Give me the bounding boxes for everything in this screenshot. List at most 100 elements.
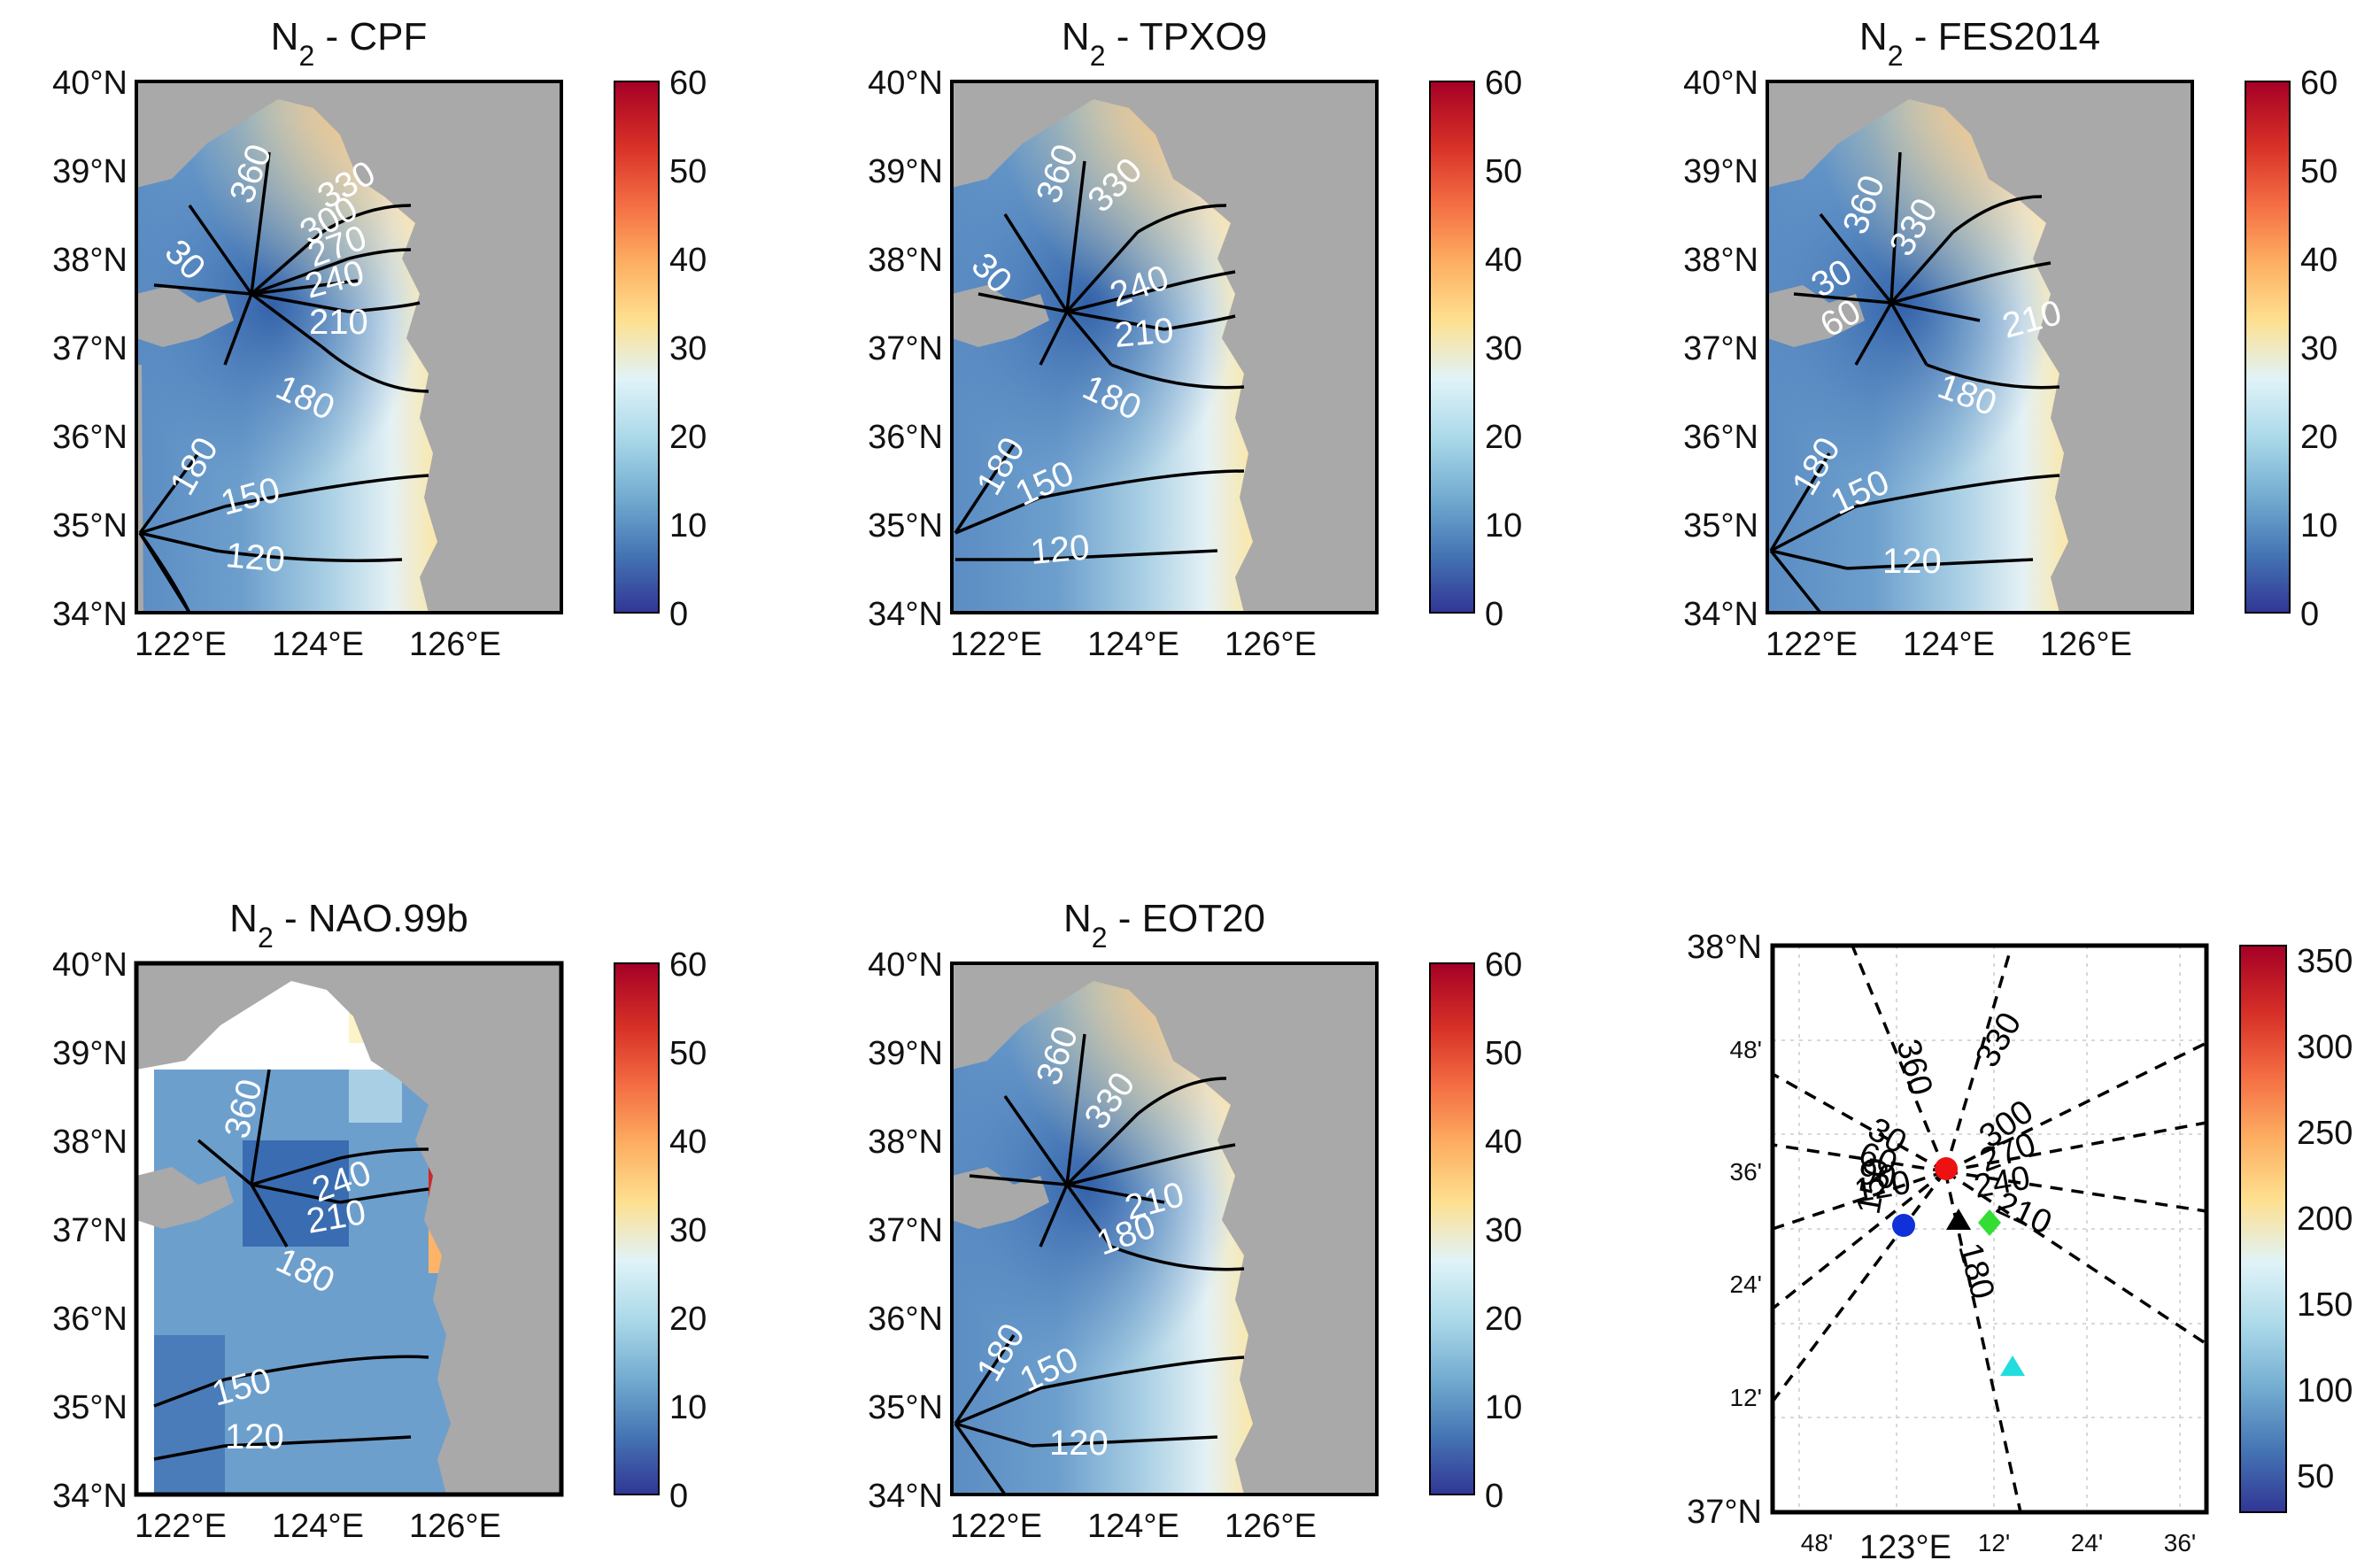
svg-text:126°E: 126°E: [2040, 626, 2132, 663]
lon-axis: 122°E 124°E 126°E: [1766, 626, 2132, 663]
svg-text:126°E: 126°E: [1225, 1508, 1317, 1545]
svg-text:50: 50: [1485, 153, 1522, 190]
land-area: [1767, 81, 2192, 613]
marker-black-triangle: [1946, 1209, 1971, 1230]
svg-text:40: 40: [2300, 242, 2338, 279]
station-markers: [1892, 1157, 2025, 1376]
svg-text:48': 48': [1801, 1529, 1834, 1556]
panel-nao99b: N2 - NAO.99b 360 240 210 180 150: [52, 897, 707, 1545]
panel-tpxo9: N2 - TPXO9 360 330 30 240 210 180 180 15…: [868, 15, 1522, 663]
svg-text:20: 20: [669, 1301, 707, 1338]
svg-text:24': 24': [1730, 1271, 1763, 1298]
panel-title: N2 - EOT20: [1063, 897, 1265, 954]
map-frame: [135, 80, 563, 614]
map-frame: [1766, 80, 2194, 614]
colorbar: 60 50 40 30 20 10 0: [1429, 65, 1522, 633]
lon-axis: 122°E 124°E 126°E: [135, 626, 501, 663]
svg-text:30: 30: [2300, 330, 2338, 367]
svg-text:40°N: 40°N: [52, 65, 128, 102]
svg-text:40°N: 40°N: [868, 946, 943, 984]
svg-text:124°E: 124°E: [272, 1508, 364, 1545]
svg-text:124°E: 124°E: [1087, 626, 1179, 663]
svg-text:37°N: 37°N: [52, 1212, 128, 1249]
lon-axis: 48' 123°E 12' 24' 36': [1801, 1529, 2197, 1566]
svg-text:124°E: 124°E: [272, 626, 364, 663]
svg-text:36': 36': [1730, 1158, 1763, 1186]
svg-text:24': 24': [2071, 1529, 2104, 1556]
svg-text:0: 0: [2300, 596, 2319, 633]
svg-text:0: 0: [669, 596, 688, 633]
svg-text:210: 210: [1113, 311, 1175, 355]
contour-lines: [954, 1033, 1245, 1496]
lat-axis: 38°N 48' 36' 24' 12' 37°N: [1687, 929, 1762, 1531]
map-frame: [1770, 943, 2209, 1515]
svg-text:38°N: 38°N: [52, 242, 128, 279]
svg-text:34°N: 34°N: [52, 1478, 128, 1515]
svg-text:60: 60: [2300, 65, 2338, 102]
colorbar: 60 50 40 30 20 10 0: [614, 65, 707, 633]
svg-text:120: 120: [225, 1417, 284, 1456]
svg-text:10: 10: [1485, 1389, 1522, 1426]
svg-text:122°E: 122°E: [1766, 626, 1858, 663]
contour-lines: [954, 160, 1245, 561]
contour-lines: [1771, 945, 2207, 1513]
lon-axis: 122°E 124°E 126°E: [950, 626, 1317, 663]
svg-text:34°N: 34°N: [868, 596, 943, 633]
svg-text:39°N: 39°N: [52, 1035, 128, 1072]
svg-text:126°E: 126°E: [1225, 626, 1317, 663]
svg-text:12': 12': [1978, 1529, 2011, 1556]
map-frame: [134, 961, 564, 1497]
map-frame: [950, 80, 1379, 614]
svg-text:50: 50: [2300, 153, 2338, 190]
svg-text:36°N: 36°N: [868, 1301, 943, 1338]
svg-text:37°N: 37°N: [868, 1212, 943, 1249]
marker-cyan-triangle: [2000, 1356, 2025, 1376]
panel-title: N2 - CPF: [271, 15, 428, 72]
svg-text:37°N: 37°N: [868, 330, 943, 367]
svg-text:124°E: 124°E: [1087, 1508, 1179, 1545]
panel-title: N2 - TPXO9: [1062, 15, 1267, 72]
svg-text:350: 350: [2297, 943, 2353, 980]
svg-text:37°N: 37°N: [1687, 1494, 1762, 1531]
svg-text:50: 50: [1485, 1035, 1522, 1072]
lon-axis: 122°E 124°E 126°E: [950, 1508, 1317, 1545]
svg-text:38°N: 38°N: [1687, 929, 1762, 966]
svg-text:34°N: 34°N: [52, 596, 128, 633]
lon-axis: 122°E 124°E 126°E: [135, 1508, 501, 1545]
svg-text:35°N: 35°N: [1683, 507, 1758, 545]
svg-text:35°N: 35°N: [52, 1389, 128, 1426]
svg-text:40: 40: [669, 242, 707, 279]
panel-fes2014: N2 - FES2014 360 330 30 60 210 180 180 1…: [1683, 15, 2338, 663]
colorbar: 60 50 40 30 20 10 0: [2245, 65, 2338, 633]
svg-text:39°N: 39°N: [868, 1035, 943, 1072]
contour-lines: [1769, 151, 2060, 614]
land-area: [136, 81, 561, 613]
colorbar: 60 50 40 30 20 10 0: [614, 946, 707, 1515]
svg-text:37°N: 37°N: [1683, 330, 1758, 367]
svg-text:38°N: 38°N: [1683, 242, 1758, 279]
svg-text:0: 0: [1485, 596, 1503, 633]
svg-text:150: 150: [2297, 1286, 2353, 1324]
land-area: [136, 963, 561, 1495]
contour-lines: [153, 1069, 429, 1461]
svg-text:124°E: 124°E: [1903, 626, 1995, 663]
colorbar: 60 50 40 30 20 10 0: [1429, 946, 1522, 1515]
svg-text:10: 10: [1485, 507, 1522, 545]
svg-text:38°N: 38°N: [868, 242, 943, 279]
svg-text:30: 30: [1485, 330, 1522, 367]
svg-text:34°N: 34°N: [1683, 596, 1758, 633]
svg-text:60: 60: [1485, 946, 1522, 984]
svg-text:35°N: 35°N: [868, 507, 943, 545]
contour-lines: [138, 151, 429, 614]
svg-text:39°N: 39°N: [1683, 153, 1758, 190]
svg-text:60: 60: [669, 946, 707, 984]
svg-text:300: 300: [2297, 1029, 2353, 1066]
svg-text:30: 30: [1485, 1212, 1522, 1249]
svg-text:12': 12': [1730, 1384, 1763, 1411]
svg-text:122°E: 122°E: [950, 626, 1042, 663]
svg-text:36°N: 36°N: [1683, 419, 1758, 456]
svg-text:40°N: 40°N: [1683, 65, 1758, 102]
svg-text:122°E: 122°E: [950, 1508, 1042, 1545]
svg-text:122°E: 122°E: [135, 1508, 227, 1545]
svg-text:10: 10: [669, 1389, 707, 1426]
